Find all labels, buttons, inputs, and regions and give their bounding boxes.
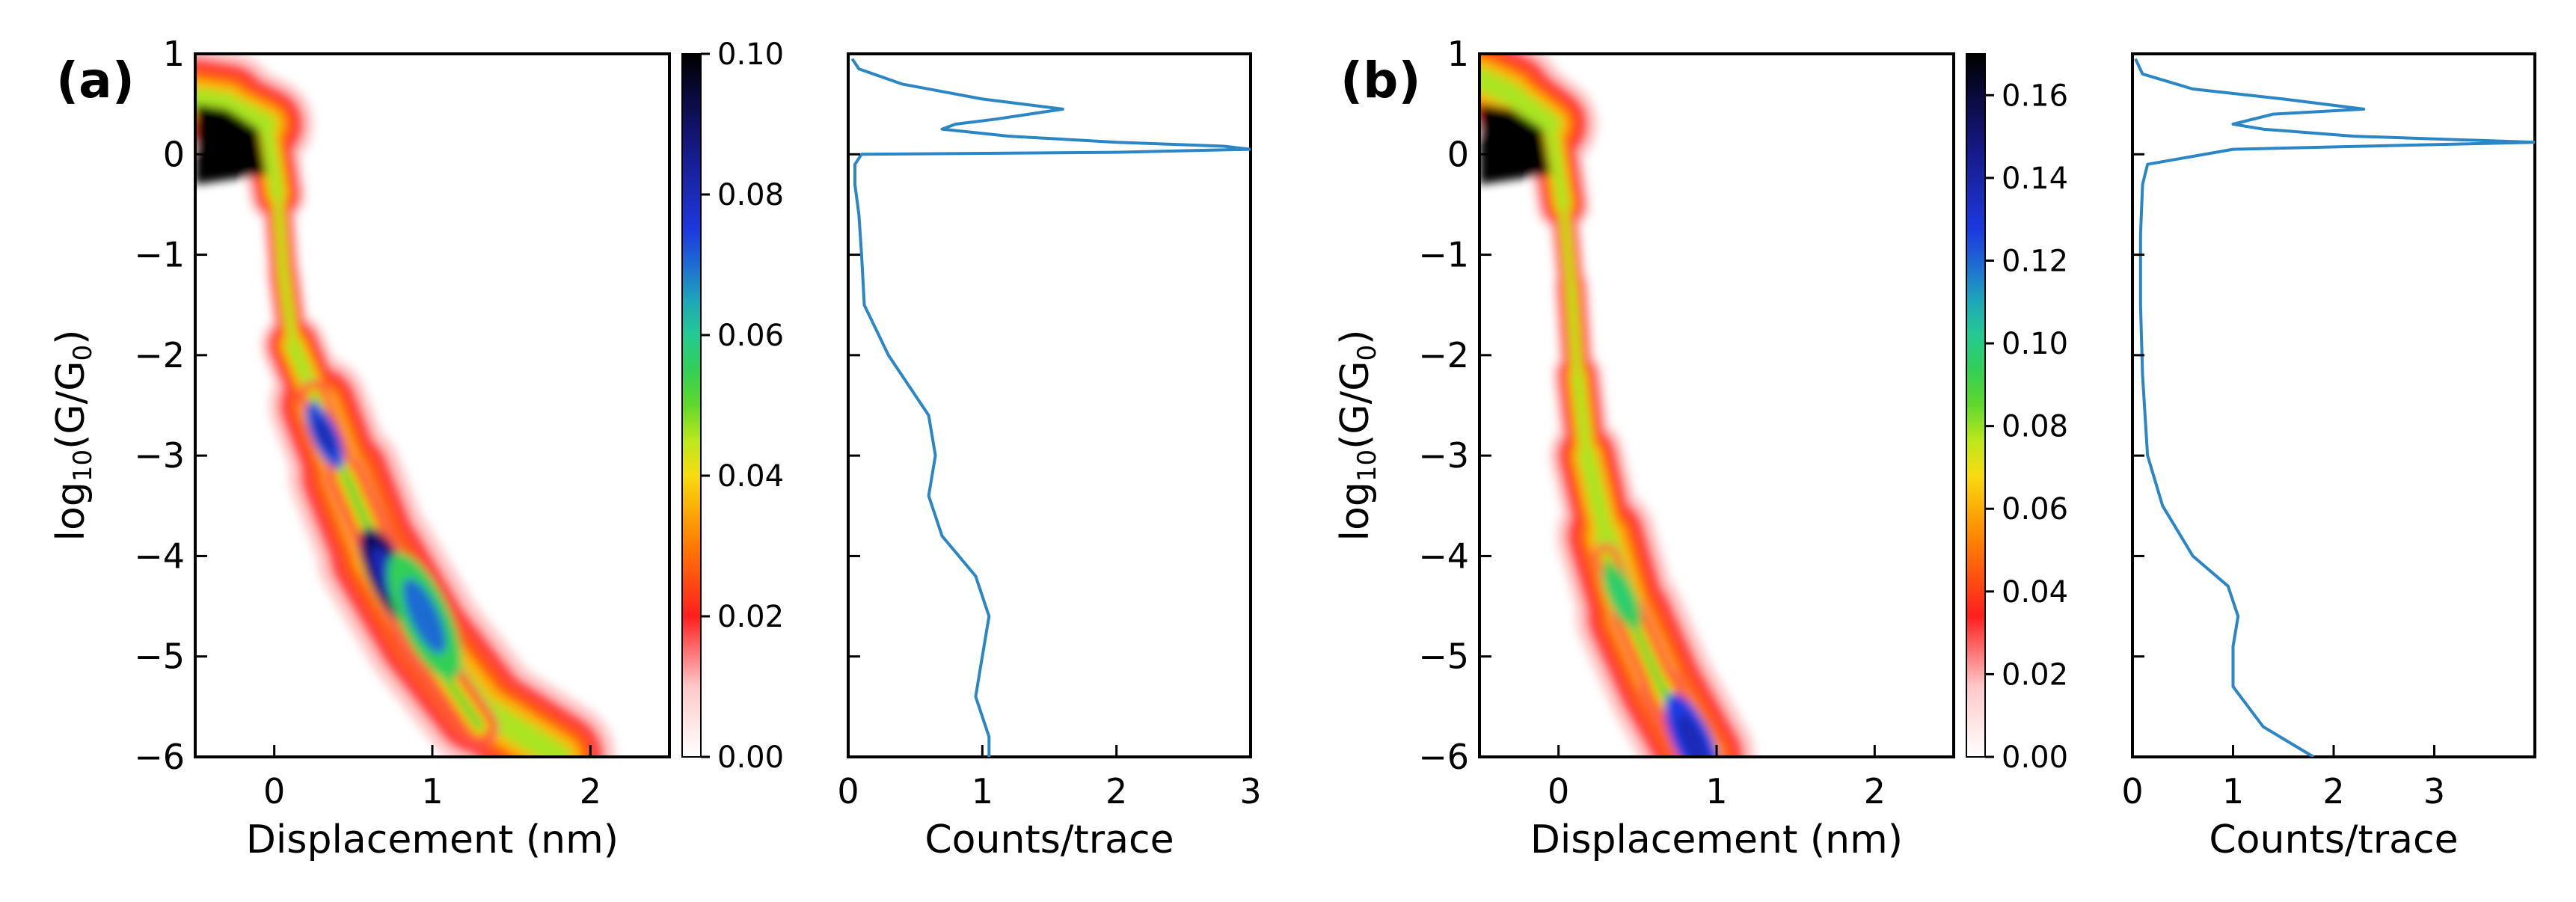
colorbar-tick-label: 0.06 (717, 319, 784, 353)
density-band-1 (216, 93, 277, 135)
x-tick-label: 1 (1705, 771, 1727, 812)
colorbar-tick-label: 0.04 (717, 459, 784, 494)
y-tick-label: −5 (1418, 636, 1469, 677)
histogram-x-axis-title: Counts/trace (924, 817, 1174, 862)
colorbar (681, 53, 702, 758)
colorbar-tick-label: 0.00 (2002, 740, 2068, 775)
x-tick-label: 1 (421, 771, 443, 812)
histogram-line (850, 58, 1251, 757)
colorbar-tick-label: 0.16 (2002, 79, 2068, 113)
colorbar-tick-label: 0.04 (2002, 575, 2068, 610)
y-axis-title-part: (G/G (49, 361, 93, 449)
saturated-region (1479, 104, 1551, 185)
y-tick-label: −5 (134, 636, 185, 677)
y-axis-title-part: ) (49, 330, 93, 345)
y-axis-title-part: (G/G (1333, 361, 1378, 449)
heatmap-density (195, 54, 616, 757)
y-axis-title-subscript: 0 (68, 345, 98, 361)
density-band-1 (274, 191, 288, 279)
y-tick-label: −2 (134, 335, 185, 375)
histogram-x-tick-label: 2 (1105, 771, 1127, 812)
y-tick-label: 0 (1447, 134, 1469, 174)
x-tick-label: 0 (1548, 771, 1569, 812)
colorbar-tick-label: 0.12 (2002, 244, 2068, 278)
histogram-line (2134, 58, 2535, 757)
density-band-1 (1571, 369, 1593, 461)
colorbar-tick-label: 0.02 (2002, 657, 2068, 692)
colorbar-tick-label: 0.08 (717, 178, 784, 212)
density-band-1 (1500, 83, 1562, 135)
saturated-region (195, 104, 267, 185)
histogram-x-axis-title: Counts/trace (2209, 817, 2458, 862)
x-axis-title: Displacement (nm) (246, 817, 619, 862)
x-axis-title: Displacement (nm) (1530, 817, 1903, 862)
histogram-x-tick-label: 0 (2121, 771, 2143, 812)
density-band-1 (1578, 447, 1615, 544)
y-tick-label: 1 (1447, 34, 1469, 74)
density-band-1 (1560, 200, 1575, 289)
y-tick-label: −1 (134, 235, 185, 275)
histogram-x-tick-label: 2 (2322, 771, 2344, 812)
density-band-1 (260, 117, 284, 201)
y-axis-title-subscript: 0 (1352, 345, 1382, 361)
histogram-frame (847, 52, 1252, 758)
y-tick-label: −2 (1418, 335, 1469, 375)
density-hotspot-core (313, 416, 337, 455)
density-hotspot-core (402, 578, 447, 654)
y-tick-label: −6 (134, 737, 185, 777)
colorbar (1966, 53, 1986, 758)
histogram-x-tick-label: 1 (972, 771, 993, 812)
heatmap-density (1479, 54, 1755, 757)
colorbar-tick-label: 0.10 (2002, 327, 2068, 361)
colorbar-tick-label: 0.14 (2002, 162, 2068, 196)
y-axis-title-subscript: 10 (1352, 450, 1382, 482)
panel-label: (a) (56, 52, 135, 109)
y-tick-label: 0 (163, 134, 185, 174)
x-tick-label: 2 (580, 771, 601, 812)
y-axis-title-part: ) (1333, 330, 1378, 345)
y-axis-title-part: log (49, 482, 93, 541)
histogram-x-tick-label: 1 (2222, 771, 2244, 812)
y-tick-label: −6 (1418, 737, 1469, 777)
histogram-x-tick-label: 0 (837, 771, 859, 812)
colorbar-tick-label: 0.06 (2002, 492, 2068, 527)
histogram-frame (2131, 52, 2536, 758)
y-axis-title-subscript: 10 (68, 450, 98, 482)
colorbar-tick-label: 0.00 (717, 740, 784, 775)
y-tick-label: −1 (1418, 235, 1469, 275)
density-hotspot-core (1610, 576, 1634, 616)
y-tick-label: 1 (163, 34, 185, 74)
colorbar-tick-label: 0.10 (717, 37, 784, 72)
density-band-1 (1567, 280, 1582, 379)
colorbar-tick-label: 0.02 (717, 600, 784, 634)
density-band-1 (1544, 117, 1570, 211)
y-tick-label: −4 (1418, 536, 1469, 576)
y-axis-title-part: log (1333, 482, 1378, 541)
x-tick-label: 0 (263, 771, 285, 812)
y-tick-label: −4 (134, 536, 185, 576)
y-tick-label: −3 (1418, 435, 1469, 476)
histogram-x-tick-label: 3 (1239, 771, 1261, 812)
y-tick-label: −3 (134, 435, 185, 476)
panel-label: (b) (1340, 52, 1421, 109)
y-axis-title: log10(G/G0) (49, 330, 98, 541)
histogram-x-tick-label: 3 (2423, 771, 2445, 812)
y-axis-title: log10(G/G0) (1333, 330, 1382, 541)
colorbar-tick-label: 0.08 (2002, 410, 2068, 444)
density-band-1 (280, 271, 298, 349)
x-tick-label: 2 (1864, 771, 1886, 812)
